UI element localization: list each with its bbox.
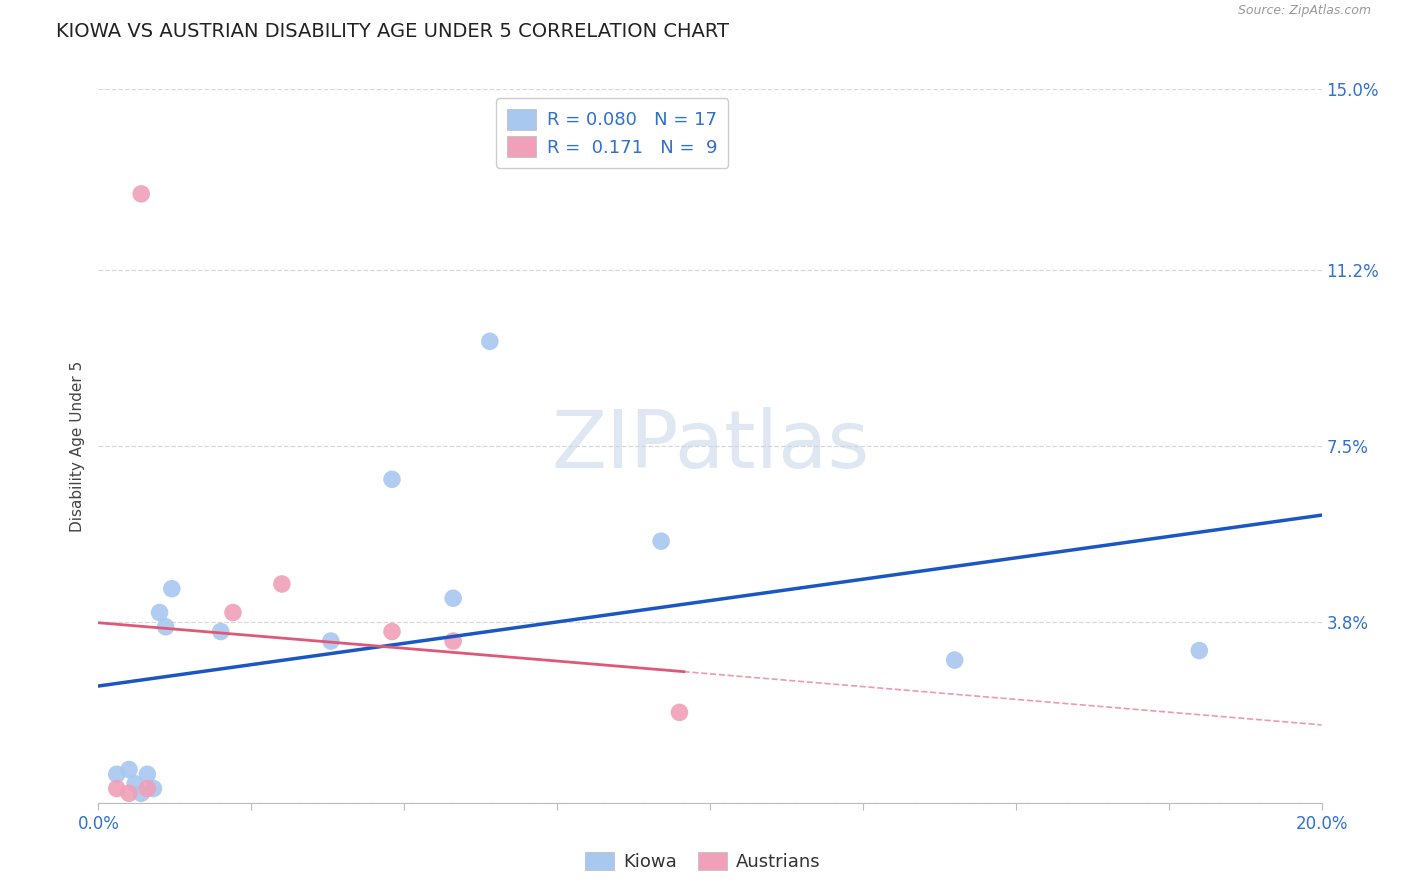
Point [105,767,128,781]
Point [1188,643,1211,657]
Point [142,781,165,796]
Legend: Kiowa, Austrians: Kiowa, Austrians [578,845,828,879]
Text: ZIPatlas: ZIPatlas [551,407,869,485]
Point [160,582,183,596]
Point [222,606,245,620]
Point [155,620,177,634]
Legend: R = 0.080   N = 17, R =  0.171   N =  9: R = 0.080 N = 17, R = 0.171 N = 9 [496,98,728,168]
Point [149,606,172,620]
Point [105,781,128,796]
Point [381,624,404,639]
Point [129,186,152,201]
Point [124,777,146,791]
Point [136,781,159,796]
Point [668,706,690,720]
Point [381,472,404,486]
Point [319,634,342,648]
Point [650,534,672,549]
Point [209,624,232,639]
Point [441,634,464,648]
Point [441,591,464,606]
Y-axis label: Disability Age Under 5: Disability Age Under 5 [69,360,84,532]
Point [136,767,159,781]
Point [270,577,292,591]
Point [943,653,966,667]
Text: Source: ZipAtlas.com: Source: ZipAtlas.com [1237,4,1371,18]
Point [118,786,141,800]
Point [118,763,141,777]
Point [478,334,501,349]
Text: KIOWA VS AUSTRIAN DISABILITY AGE UNDER 5 CORRELATION CHART: KIOWA VS AUSTRIAN DISABILITY AGE UNDER 5… [56,22,730,41]
Point [129,786,152,800]
